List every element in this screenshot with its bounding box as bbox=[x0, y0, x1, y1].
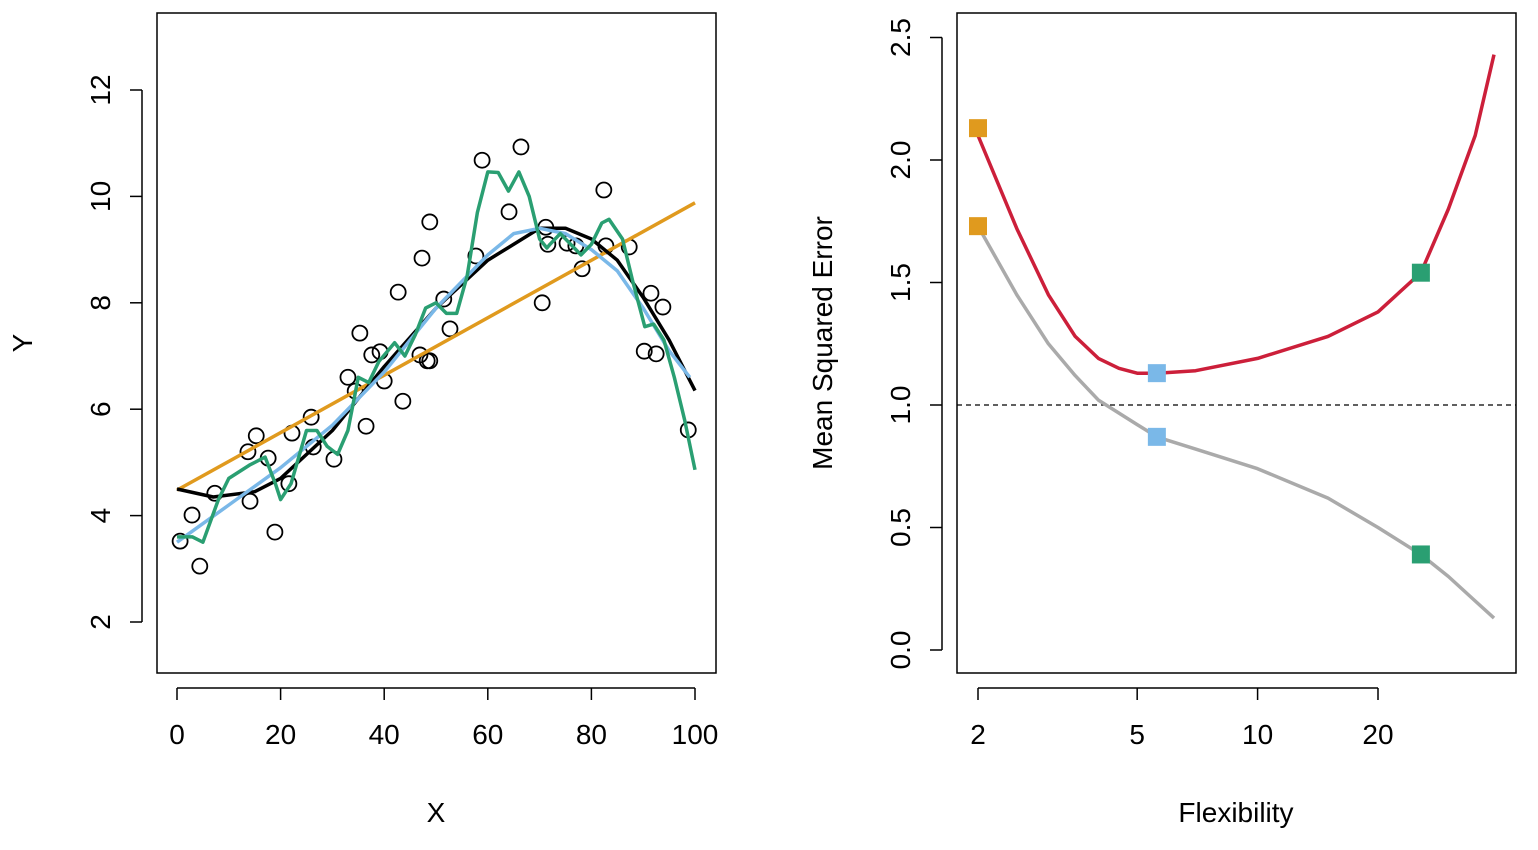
data-point bbox=[467, 247, 485, 265]
data-point bbox=[654, 298, 672, 316]
y-tick-label: 0.0 bbox=[885, 631, 916, 670]
y-tick-label: 6 bbox=[85, 401, 116, 417]
data-point bbox=[357, 417, 375, 435]
y-tick-label: 4 bbox=[85, 508, 116, 524]
data-point bbox=[239, 443, 257, 461]
y-tick-label: 1.0 bbox=[885, 386, 916, 425]
data-point bbox=[473, 151, 491, 169]
data-point bbox=[441, 320, 459, 338]
data-point bbox=[351, 324, 369, 342]
mse-curve bbox=[976, 225, 1496, 620]
data-point bbox=[247, 427, 265, 445]
x-tick-label: 20 bbox=[1362, 719, 1393, 750]
y-tick-label: 1.5 bbox=[885, 263, 916, 302]
data-point bbox=[500, 203, 518, 221]
left-plot-frame bbox=[156, 12, 717, 674]
fit-curve bbox=[177, 170, 697, 544]
y-tick-label: 2 bbox=[85, 614, 116, 630]
data-point bbox=[647, 345, 665, 363]
y-tick-label: 12 bbox=[85, 74, 116, 105]
fit-curve bbox=[175, 226, 692, 544]
right-panel-mse-plot: Flexibility Mean Squared Error 2 5 10 20 0.0… bbox=[807, 12, 1517, 828]
data-point bbox=[413, 249, 431, 267]
square-marker bbox=[969, 119, 987, 138]
data-point bbox=[435, 290, 453, 308]
data-point bbox=[339, 368, 357, 386]
left-panel-fit-plot: X Y 0 20 40 60 80 100 2 4 6 8 10 12 bbox=[7, 12, 719, 828]
x-tick-label: 5 bbox=[1129, 719, 1145, 750]
data-point bbox=[539, 235, 557, 253]
x-tick-label: 20 bbox=[265, 719, 296, 750]
data-point bbox=[363, 346, 381, 364]
left-x-axis-label: X bbox=[427, 797, 446, 828]
y-tick-label: 10 bbox=[85, 181, 116, 212]
data-point bbox=[635, 342, 653, 360]
x-tick-label: 0 bbox=[169, 719, 185, 750]
x-tick-label: 100 bbox=[672, 719, 719, 750]
x-tick-label: 2 bbox=[970, 719, 986, 750]
data-point bbox=[533, 294, 551, 312]
data-point bbox=[171, 532, 189, 550]
data-point bbox=[512, 138, 530, 156]
square-marker bbox=[1147, 427, 1166, 446]
right-plot-frame bbox=[956, 12, 1517, 674]
data-point bbox=[642, 284, 660, 302]
data-point bbox=[266, 523, 284, 541]
data-point bbox=[183, 506, 201, 524]
right-x-axis-label: Flexibility bbox=[1178, 797, 1293, 828]
data-point bbox=[421, 213, 439, 231]
left-y-axis-label: Y bbox=[7, 333, 38, 352]
y-tick-label: 0.5 bbox=[885, 508, 916, 547]
x-tick-label: 80 bbox=[576, 719, 607, 750]
data-point bbox=[394, 392, 412, 410]
square-marker bbox=[969, 217, 987, 236]
mse-curve bbox=[976, 54, 1496, 375]
data-point bbox=[191, 557, 209, 575]
data-point bbox=[389, 283, 407, 301]
square-marker bbox=[1411, 263, 1430, 282]
y-tick-label: 8 bbox=[85, 295, 116, 311]
x-tick-label: 40 bbox=[369, 719, 400, 750]
square-marker bbox=[1411, 545, 1430, 564]
data-point bbox=[421, 352, 439, 370]
fit-curve bbox=[176, 201, 696, 492]
right-y-axis-label: Mean Squared Error bbox=[807, 216, 838, 470]
data-point bbox=[280, 475, 298, 493]
x-tick-label: 10 bbox=[1242, 719, 1273, 750]
y-tick-label: 2.0 bbox=[885, 141, 916, 180]
x-tick-label: 60 bbox=[472, 719, 503, 750]
data-point bbox=[595, 181, 613, 199]
data-point bbox=[302, 408, 320, 426]
data-point bbox=[241, 492, 259, 510]
y-tick-label: 2.5 bbox=[885, 18, 916, 57]
square-marker bbox=[1147, 364, 1166, 383]
